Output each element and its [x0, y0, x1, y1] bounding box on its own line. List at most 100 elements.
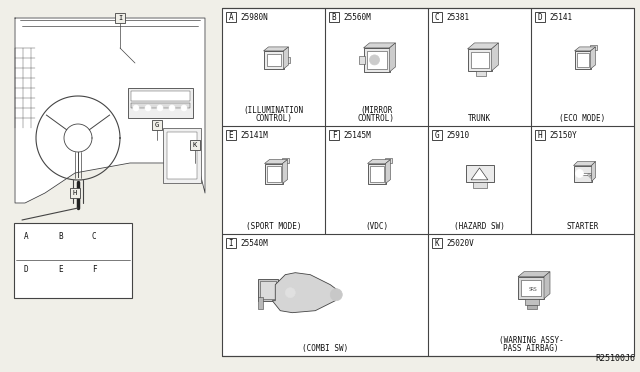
Text: 25980N: 25980N: [240, 13, 268, 22]
Bar: [518, 277, 544, 299]
Text: G: G: [155, 122, 159, 128]
Bar: [115, 13, 125, 23]
Bar: [432, 12, 442, 22]
Bar: [163, 128, 201, 183]
Text: A: A: [228, 13, 234, 22]
Polygon shape: [264, 160, 287, 164]
FancyBboxPatch shape: [86, 225, 120, 257]
Text: A: A: [24, 232, 29, 241]
Bar: [266, 54, 280, 66]
Bar: [535, 12, 545, 22]
Text: (WARNING ASSY-: (WARNING ASSY-: [499, 336, 563, 345]
Bar: [259, 279, 278, 301]
Polygon shape: [544, 272, 550, 299]
Text: H: H: [538, 131, 542, 140]
Bar: [472, 182, 486, 187]
Bar: [367, 51, 387, 69]
Text: D: D: [24, 265, 29, 274]
Text: SRS: SRS: [529, 287, 538, 292]
Polygon shape: [518, 272, 550, 277]
Bar: [588, 173, 589, 176]
Bar: [260, 281, 276, 299]
Text: 25150Y: 25150Y: [549, 131, 577, 141]
FancyBboxPatch shape: [52, 258, 86, 290]
Text: G: G: [435, 131, 439, 140]
Circle shape: [330, 289, 342, 301]
Text: PASS AIRBAG): PASS AIRBAG): [503, 344, 559, 353]
Bar: [264, 51, 284, 69]
Bar: [527, 305, 537, 309]
Text: 25910: 25910: [446, 131, 469, 141]
Text: K: K: [193, 142, 197, 148]
Bar: [385, 157, 392, 163]
Circle shape: [64, 124, 92, 152]
Bar: [222, 8, 634, 356]
Polygon shape: [364, 43, 396, 48]
Text: B: B: [332, 13, 336, 22]
Text: 25141M: 25141M: [240, 131, 268, 141]
Text: 25020V: 25020V: [446, 240, 474, 248]
Text: I: I: [228, 238, 234, 247]
Bar: [282, 157, 289, 163]
Polygon shape: [492, 43, 499, 71]
Text: E: E: [228, 131, 234, 140]
Text: (ILLUMINATION: (ILLUMINATION: [243, 106, 303, 115]
Text: R25100J6: R25100J6: [595, 354, 635, 363]
Bar: [70, 188, 80, 198]
Circle shape: [575, 170, 584, 177]
Text: (VDC): (VDC): [365, 222, 388, 231]
Text: D: D: [538, 13, 542, 22]
Bar: [266, 166, 280, 182]
Polygon shape: [284, 47, 289, 69]
Text: 25145M: 25145M: [343, 131, 371, 141]
Bar: [432, 130, 442, 140]
Polygon shape: [282, 160, 287, 183]
FancyBboxPatch shape: [18, 258, 52, 290]
Circle shape: [169, 105, 175, 111]
Polygon shape: [575, 47, 595, 51]
Bar: [367, 164, 385, 183]
Text: 25381: 25381: [446, 13, 469, 22]
Polygon shape: [467, 43, 499, 49]
Text: E: E: [58, 265, 63, 274]
Bar: [582, 173, 591, 175]
Text: I: I: [118, 15, 122, 21]
Circle shape: [369, 55, 380, 65]
Text: F: F: [332, 131, 336, 140]
Bar: [131, 103, 190, 108]
Bar: [329, 130, 339, 140]
Polygon shape: [367, 160, 390, 164]
Text: (SPORT MODE): (SPORT MODE): [246, 222, 301, 231]
Circle shape: [157, 105, 163, 111]
Bar: [190, 140, 200, 150]
Bar: [589, 45, 596, 50]
Polygon shape: [573, 161, 595, 166]
Bar: [525, 299, 539, 305]
Bar: [432, 238, 442, 248]
Bar: [131, 91, 190, 101]
Text: K: K: [435, 238, 439, 247]
FancyBboxPatch shape: [86, 258, 120, 290]
Text: C: C: [92, 232, 97, 241]
Bar: [364, 48, 390, 72]
Text: (HAZARD SW): (HAZARD SW): [454, 222, 505, 231]
Text: (MIRROR: (MIRROR: [360, 106, 393, 115]
Polygon shape: [264, 47, 289, 51]
Text: CONTROL): CONTROL): [358, 114, 395, 123]
Polygon shape: [471, 168, 488, 180]
Bar: [284, 57, 289, 63]
Polygon shape: [591, 161, 595, 182]
Text: CONTROL): CONTROL): [255, 114, 292, 123]
Bar: [226, 238, 236, 248]
Text: (ECO MODE): (ECO MODE): [559, 114, 605, 123]
Bar: [369, 166, 383, 182]
Bar: [577, 53, 589, 67]
Bar: [167, 132, 197, 179]
Text: 25560M: 25560M: [343, 13, 371, 22]
Text: STARTER: STARTER: [566, 222, 598, 231]
Polygon shape: [15, 18, 205, 203]
Bar: [573, 166, 591, 182]
Bar: [470, 52, 488, 68]
Bar: [535, 130, 545, 140]
Bar: [226, 12, 236, 22]
